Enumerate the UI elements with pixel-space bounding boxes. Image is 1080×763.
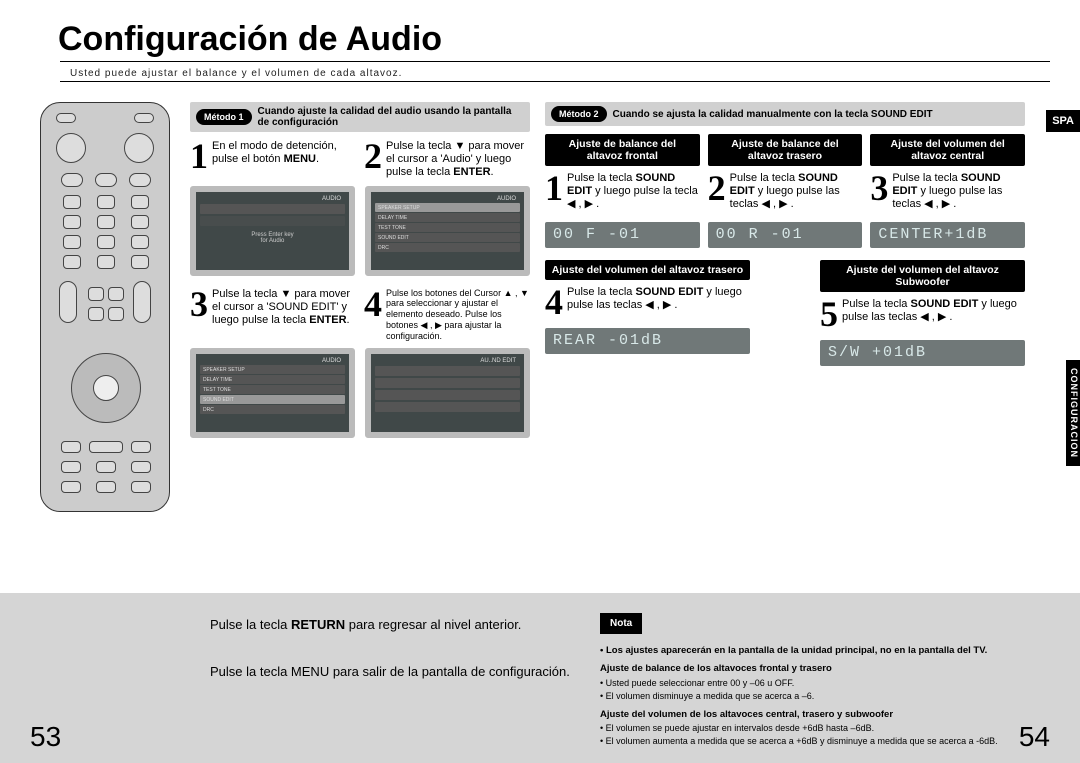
note-heading: Ajuste de balance de los altavoces front… <box>600 662 1050 676</box>
display-readout: CENTER+1dB <box>870 222 1025 248</box>
adjustment-cell: Ajuste de balance del altavoz trasero 2 … <box>708 134 863 248</box>
step-number: 1 <box>545 172 563 212</box>
adjustment-header: Ajuste del volumen del altavoz trasero <box>545 260 750 280</box>
method-2-header: Método 2 Cuando se ajusta la calidad man… <box>545 102 1025 126</box>
title-rule-top <box>60 61 1050 62</box>
display-readout: REAR -01dB <box>545 328 750 354</box>
step-text: Pulse la tecla ▼ para mover el cursor a … <box>212 288 356 342</box>
display-readout: 00 F -01 <box>545 222 700 248</box>
adjustment-header: Ajuste de balance del altavoz frontal <box>545 134 700 166</box>
step-text: Pulse la tecla SOUND EDIT y luego pulse … <box>730 172 863 212</box>
adjustment-header: Ajuste del volumen del altavoz Subwoofer <box>820 260 1025 292</box>
adjustment-cell: Ajuste del volumen del altavoz Subwoofer… <box>820 260 1025 366</box>
section-tab: CONFIGURACION <box>1066 360 1080 466</box>
note-item: • Usted puede seleccionar entre 00 y –06… <box>600 677 1050 691</box>
step-text: Pulse la tecla SOUND EDIT y luego pulse … <box>567 172 700 212</box>
page-number-right: 54 <box>1019 721 1050 753</box>
m1-step-2: 2 Pulse la tecla ▼ para mover el cursor … <box>364 140 530 180</box>
title-rule-bottom <box>60 81 1050 82</box>
tv-screen-4: AU..ND EDIT <box>365 348 530 438</box>
display-readout: S/W +01dB <box>820 340 1025 366</box>
adjustment-cell: Ajuste del volumen del altavoz trasero 4… <box>545 260 750 366</box>
language-tab: SPA <box>1046 110 1080 132</box>
tv-screen-3: AUDIOSPEAKER SETUPDELAY TIMETEST TONESOU… <box>190 348 355 438</box>
footer-return-note: Pulse la tecla RETURN para regresar al n… <box>210 613 570 636</box>
note-heading: • Los ajustes aparecerán en la pantalla … <box>600 644 1050 658</box>
note-item: • El volumen se puede ajustar en interva… <box>600 722 1050 736</box>
page-title: Configuración de Audio <box>58 20 1080 59</box>
step-number: 3 <box>870 172 888 212</box>
m1-step-4: 4 Pulse los botones del Cursor ▲ , ▼ par… <box>364 288 530 342</box>
page-number-left: 53 <box>30 721 61 753</box>
step-number: 1 <box>190 140 208 180</box>
step-number: 4 <box>364 288 382 342</box>
footer-notes: Pulse la tecla RETURN para regresar al n… <box>0 593 1080 763</box>
step-text: En el modo de detención, pulse el botón … <box>212 140 356 180</box>
m1-step-3: 3 Pulse la tecla ▼ para mover el cursor … <box>190 288 356 342</box>
remote-control-illustration <box>40 102 170 512</box>
step-text: Pulse la tecla ▼ para mover el cursor a … <box>386 140 530 180</box>
step-number: 2 <box>364 140 382 180</box>
adjustment-cell: Ajuste de balance del altavoz frontal 1 … <box>545 134 700 248</box>
method-1-section: Método 1 Cuando ajuste la calidad del au… <box>190 102 530 512</box>
adjustment-header: Ajuste de balance del altavoz trasero <box>708 134 863 166</box>
note-heading: Ajuste del volumen de los altavoces cent… <box>600 708 1050 722</box>
step-text: Pulse la tecla SOUND EDIT y luego pulse … <box>892 172 1025 212</box>
step-number: 3 <box>190 288 208 342</box>
step-number: 4 <box>545 286 563 318</box>
method-1-header: Método 1 Cuando ajuste la calidad del au… <box>190 102 530 132</box>
method-2-section: Método 2 Cuando se ajusta la calidad man… <box>545 102 1025 512</box>
note-item: • El volumen aumenta a medida que se ace… <box>600 735 1050 749</box>
step-number: 5 <box>820 298 838 330</box>
step-number: 2 <box>708 172 726 212</box>
subtitle: Usted puede ajustar el balance y el volu… <box>70 68 1080 79</box>
adjustment-cell: Ajuste del volumen del altavoz central 3… <box>870 134 1025 248</box>
nota-badge: Nota <box>600 613 642 634</box>
footer-menu-note: Pulse la tecla MENU para salir de la pan… <box>210 660 570 683</box>
m1-step-1: 1 En el modo de detención, pulse el botó… <box>190 140 356 180</box>
method-2-header-text: Cuando se ajusta la calidad manualmente … <box>613 109 933 120</box>
display-readout: 00 R -01 <box>708 222 863 248</box>
method-1-header-text: Cuando ajuste la calidad del audio usand… <box>258 106 525 128</box>
method-2-badge: Método 2 <box>551 106 607 122</box>
tv-screen-1: AUDIOPress Enter keyfor Audio <box>190 186 355 276</box>
adjustment-header: Ajuste del volumen del altavoz central <box>870 134 1025 166</box>
method-1-badge: Método 1 <box>196 109 252 125</box>
tv-screen-2: AUDIOSPEAKER SETUPDELAY TIMETEST TONESOU… <box>365 186 530 276</box>
step-text: Pulse la tecla SOUND EDIT y luego pulse … <box>567 286 750 318</box>
step-text: Pulse los botones del Cursor ▲ , ▼ para … <box>386 288 530 342</box>
step-text: Pulse la tecla SOUND EDIT y luego pulse … <box>842 298 1025 330</box>
note-item: • El volumen disminuye a medida que se a… <box>600 690 1050 704</box>
